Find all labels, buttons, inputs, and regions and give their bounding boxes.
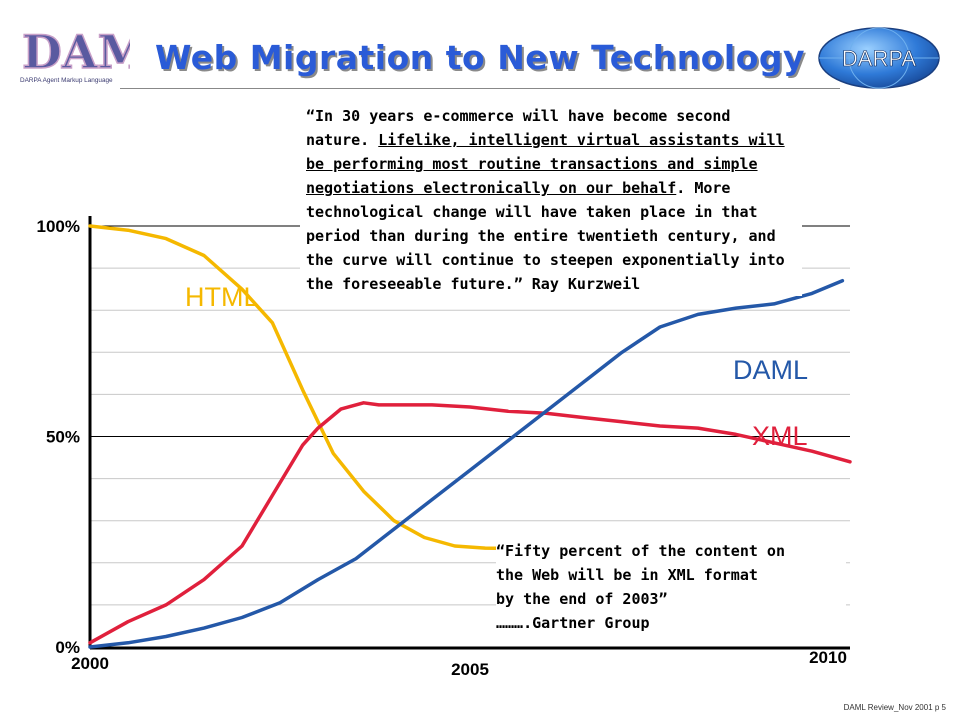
x-tick-label: 2005 [451, 660, 489, 679]
kurzweil-quote: “In 30 years e-commerce will have become… [300, 104, 802, 296]
slide-footer: DAML Review_Nov 2001 p 5 [843, 703, 946, 712]
chart-axes [88, 216, 850, 650]
daml-logo: DAML DARPA Agent Markup Language [20, 24, 130, 84]
gartner-quote-line: by the end of 2003” [496, 590, 668, 608]
gartner-quote: “Fifty percent of the content on the Web… [496, 539, 846, 635]
series-line-xml [88, 401, 852, 645]
title-divider [120, 88, 840, 89]
page-title: Web Migration to New Technology [154, 38, 806, 77]
gartner-quote-line: “Fifty percent of the content on [496, 542, 785, 560]
series-label-xml: XML [752, 421, 808, 451]
y-tick-label: 0% [55, 638, 80, 657]
gartner-quote-line: ……….Gartner Group [496, 614, 650, 632]
chart-ticks: 0% 50% 100% 2000 2005 2010 [37, 217, 847, 679]
y-tick-label: 100% [37, 217, 80, 236]
daml-logo-caption: DARPA Agent Markup Language [20, 77, 113, 84]
kurzweil-quote-underlined: Lifelike, intelligent virtual assistants… [306, 131, 785, 197]
darpa-logo-text: DARPA [842, 46, 916, 71]
kurzweil-quote-part1: “In 30 years e-commerce will have become… [306, 107, 731, 149]
y-tick-label: 50% [46, 428, 80, 447]
gartner-quote-line: the Web will be in XML format [496, 566, 758, 584]
x-tick-label: 2010 [809, 648, 847, 667]
series-label-html: HTML [185, 282, 259, 312]
series-label-daml: DAML [733, 355, 808, 385]
kurzweil-quote-part2: . More technological change will have ta… [306, 179, 785, 293]
daml-logo-mark: DAML [22, 25, 130, 79]
chart-series-labels: HTML XML DAML [185, 282, 808, 451]
darpa-logo: DARPA [818, 27, 940, 89]
x-tick-label: 2000 [71, 654, 109, 673]
series-line-daml [88, 278, 845, 649]
